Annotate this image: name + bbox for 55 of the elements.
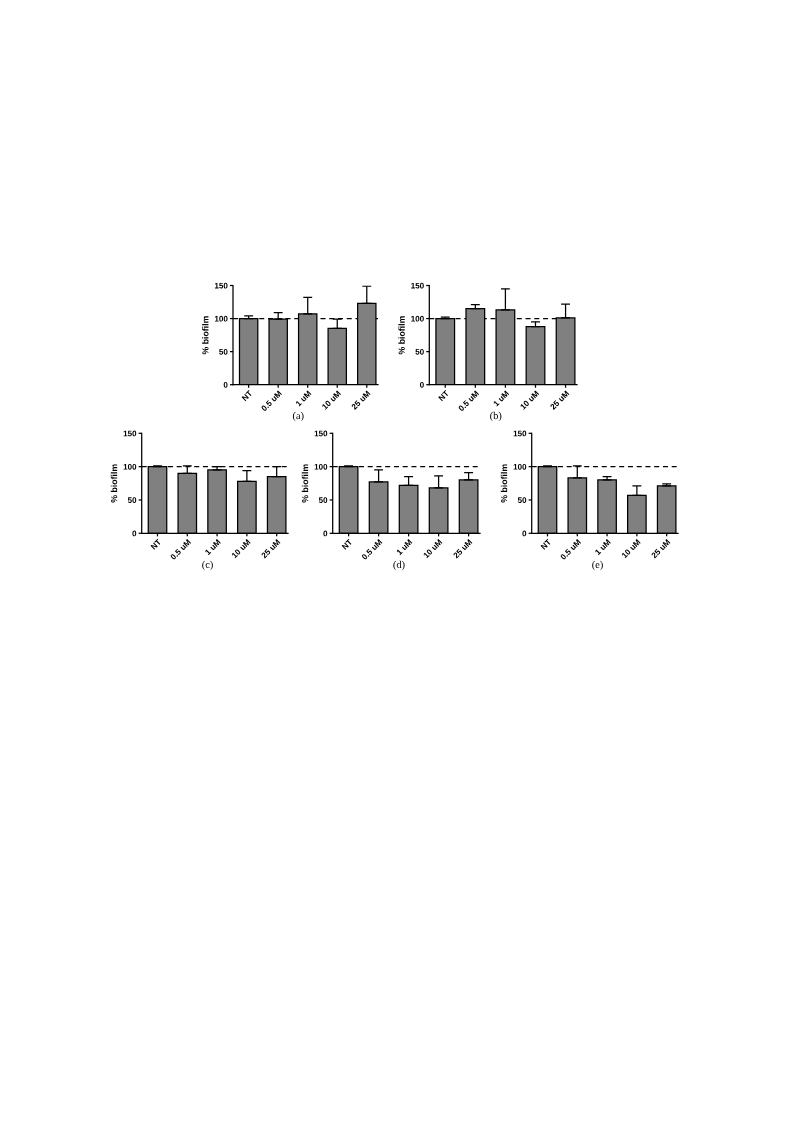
x-tick-label: NT bbox=[341, 538, 353, 550]
x-tick-label: 10 uM bbox=[621, 538, 641, 559]
x-tick-label: 0.5 uM bbox=[169, 538, 192, 561]
y-tick-label: 0 bbox=[223, 381, 228, 388]
x-tick-label: 25 uM bbox=[452, 538, 473, 559]
x-tick-label: 0.5 uM bbox=[457, 390, 480, 412]
y-tick-label: 100 bbox=[214, 315, 228, 322]
y-axis-title: % biofilm bbox=[110, 464, 118, 503]
x-tick-label: 0.5 uM bbox=[361, 538, 383, 561]
y-tick-label: 0 bbox=[132, 530, 137, 537]
x-tick-label: 25 uM bbox=[350, 390, 371, 410]
x-tick-label: 1 uM bbox=[396, 539, 413, 556]
y-tick-label: 50 bbox=[415, 348, 424, 355]
y-tick-label: 150 bbox=[214, 282, 228, 289]
y-tick-label: 50 bbox=[127, 497, 137, 503]
y-tick-label: 50 bbox=[517, 497, 527, 503]
y-tick-label: 0 bbox=[323, 530, 328, 537]
x-tick-label: NT bbox=[540, 538, 552, 550]
x-tick-label: 0.5 uM bbox=[260, 390, 282, 412]
y-tick-label: 50 bbox=[318, 497, 328, 503]
y-tick-label: 150 bbox=[123, 430, 137, 437]
x-tick-label: NT bbox=[241, 390, 253, 402]
y-tick-label: 100 bbox=[513, 463, 527, 470]
x-tick-label: 1 uM bbox=[594, 539, 611, 556]
x-tick-label: 10 uM bbox=[321, 390, 342, 410]
x-tick-label: NT bbox=[150, 538, 162, 550]
y-axis-title: % biofilm bbox=[202, 316, 209, 355]
x-tick-label: 0.5 uM bbox=[559, 538, 582, 561]
y-tick-label: 0 bbox=[522, 530, 527, 537]
text: (b) bbox=[490, 411, 502, 422]
y-axis-title: % biofilm bbox=[500, 464, 508, 503]
x-tick-label: 25 uM bbox=[650, 538, 671, 559]
text: (e) bbox=[592, 560, 603, 571]
y-tick-label: 150 bbox=[314, 430, 328, 437]
x-tick-label: 1 uM bbox=[295, 390, 312, 407]
x-tick-label: 10 uM bbox=[422, 538, 443, 559]
text: (c) bbox=[202, 560, 213, 571]
y-tick-label: 100 bbox=[123, 463, 137, 470]
x-tick-label: 1 uM bbox=[204, 539, 221, 556]
y-tick-label: 100 bbox=[314, 463, 328, 470]
x-tick-label: 10 uM bbox=[519, 390, 540, 410]
y-tick-label: 0 bbox=[420, 381, 424, 388]
x-tick-label: 25 uM bbox=[260, 538, 281, 559]
y-tick-label: 150 bbox=[411, 282, 424, 289]
text: (d) bbox=[393, 560, 405, 571]
x-tick-label: 10 uM bbox=[231, 538, 251, 559]
x-tick-label: 1 uM bbox=[493, 390, 510, 407]
text: (a) bbox=[292, 411, 304, 422]
y-axis-title: % biofilm bbox=[398, 316, 405, 355]
y-axis-title: % biofilm bbox=[301, 464, 309, 503]
x-tick-label: 25 uM bbox=[549, 390, 570, 410]
y-tick-label: 100 bbox=[411, 315, 424, 322]
x-tick-label: NT bbox=[438, 390, 450, 402]
y-tick-label: 50 bbox=[219, 348, 228, 355]
y-tick-label: 150 bbox=[513, 430, 527, 437]
